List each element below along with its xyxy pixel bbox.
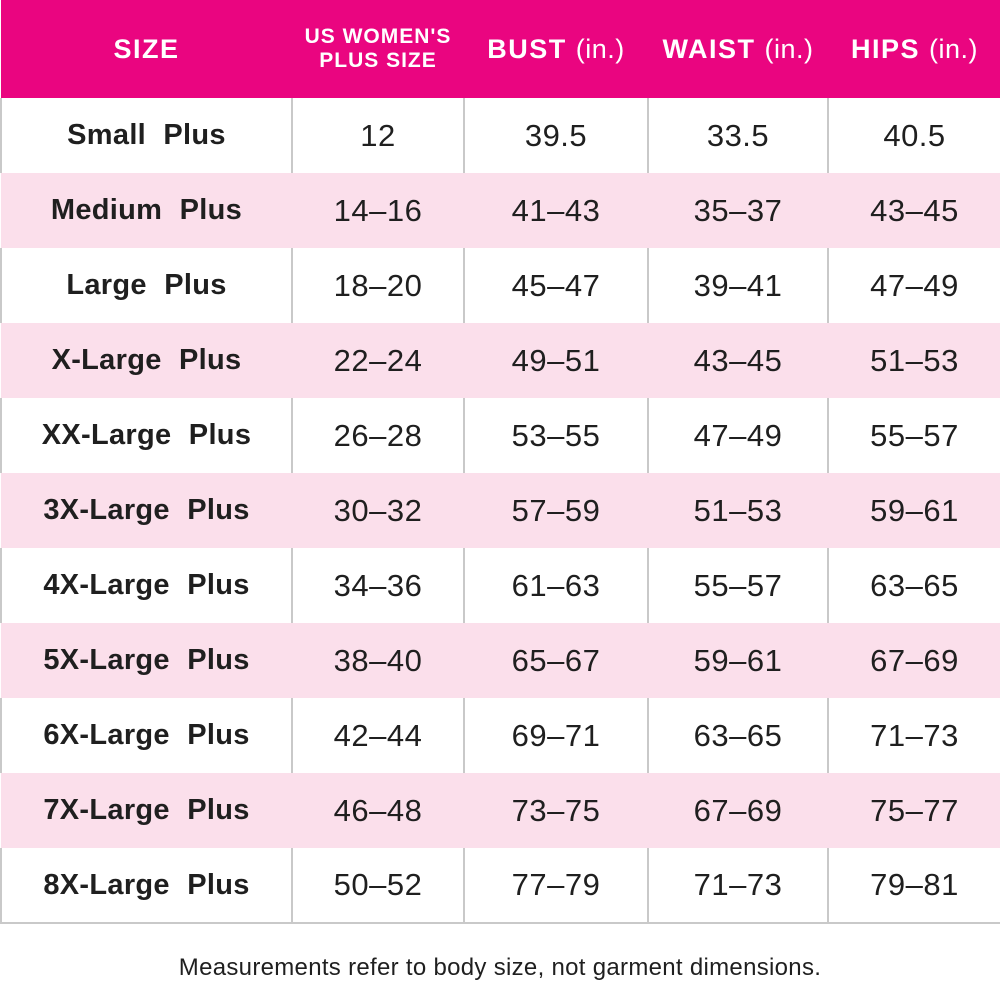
cell-size: X-Large Plus	[1, 323, 292, 398]
cell-hips: 71–73	[827, 698, 1000, 773]
column-header-hips: HIPS (in.)	[828, 0, 1000, 98]
table-row: 5X-Large Plus 38–40 65–67 59–61 67–69	[1, 623, 1000, 698]
cell-hips: 59–61	[828, 473, 1000, 548]
header-row: SIZE US WOMEN'S PLUS SIZE BUST (in.) WAI…	[1, 0, 1000, 98]
cell-hips: 67–69	[828, 623, 1000, 698]
table-row: 3X-Large Plus 30–32 57–59 51–53 59–61	[1, 473, 1000, 548]
table-header: SIZE US WOMEN'S PLUS SIZE BUST (in.) WAI…	[1, 0, 1000, 98]
column-header-waist-unit: (in.)	[764, 33, 814, 64]
cell-plus-size: 46–48	[292, 773, 464, 848]
cell-size: 7X-Large Plus	[1, 773, 292, 848]
column-header-size-label: SIZE	[113, 33, 180, 64]
table-row: Large Plus 18–20 45–47 39–41 47–49	[0, 248, 1000, 323]
cell-waist: 33.5	[647, 98, 829, 173]
column-header-waist-label: WAIST	[662, 33, 756, 64]
cell-bust: 73–75	[464, 773, 648, 848]
cell-plus-size: 30–32	[292, 473, 464, 548]
column-header-plus-size: US WOMEN'S PLUS SIZE	[292, 0, 464, 98]
column-header-bust-unit: (in.)	[575, 33, 625, 64]
cell-plus-size: 50–52	[291, 848, 465, 924]
column-header-hips-label: HIPS	[850, 33, 920, 64]
cell-bust: 77–79	[463, 848, 649, 924]
cell-hips: 40.5	[827, 98, 1000, 173]
cell-size: XX-Large Plus	[0, 398, 293, 473]
cell-plus-size: 18–20	[291, 248, 465, 323]
cell-hips: 75–77	[828, 773, 1000, 848]
cell-waist: 71–73	[647, 848, 829, 924]
cell-hips: 79–81	[827, 848, 1000, 924]
cell-bust: 65–67	[464, 623, 648, 698]
cell-plus-size: 38–40	[292, 623, 464, 698]
column-header-waist: WAIST (in.)	[648, 0, 828, 98]
cell-waist: 67–69	[648, 773, 828, 848]
cell-bust: 57–59	[464, 473, 648, 548]
table-row: XX-Large Plus 26–28 53–55 47–49 55–57	[0, 398, 1000, 473]
cell-size: 8X-Large Plus	[0, 848, 293, 924]
cell-waist: 51–53	[648, 473, 828, 548]
size-chart-table: SIZE US WOMEN'S PLUS SIZE BUST (in.) WAI…	[0, 0, 1000, 924]
table-row: 6X-Large Plus 42–44 69–71 63–65 71–73	[0, 698, 1000, 773]
cell-bust: 61–63	[463, 548, 649, 623]
cell-hips: 43–45	[828, 173, 1000, 248]
cell-bust: 41–43	[464, 173, 648, 248]
cell-waist: 39–41	[647, 248, 829, 323]
cell-plus-size: 34–36	[291, 548, 465, 623]
cell-plus-size: 42–44	[291, 698, 465, 773]
cell-waist: 47–49	[647, 398, 829, 473]
column-header-plus-size-line2: PLUS SIZE	[319, 49, 437, 72]
cell-size: Small Plus	[0, 98, 293, 173]
cell-bust: 39.5	[463, 98, 649, 173]
cell-plus-size: 22–24	[292, 323, 464, 398]
cell-hips: 55–57	[827, 398, 1000, 473]
table-row: Medium Plus 14–16 41–43 35–37 43–45	[1, 173, 1000, 248]
cell-waist: 43–45	[648, 323, 828, 398]
cell-size: 3X-Large Plus	[1, 473, 292, 548]
table-row: 4X-Large Plus 34–36 61–63 55–57 63–65	[0, 548, 1000, 623]
cell-size: 4X-Large Plus	[0, 548, 293, 623]
footnote: Measurements refer to body size, not gar…	[178, 954, 822, 981]
table-row: 7X-Large Plus 46–48 73–75 67–69 75–77	[1, 773, 1000, 848]
cell-plus-size: 26–28	[291, 398, 465, 473]
cell-plus-size: 14–16	[292, 173, 464, 248]
cell-waist: 63–65	[647, 698, 829, 773]
column-header-bust: BUST (in.)	[464, 0, 648, 98]
cell-plus-size: 12	[291, 98, 465, 173]
cell-size: 5X-Large Plus	[1, 623, 292, 698]
table-row: X-Large Plus 22–24 49–51 43–45 51–53	[1, 323, 1000, 398]
cell-size: 6X-Large Plus	[0, 698, 293, 773]
cell-waist: 55–57	[647, 548, 829, 623]
table-row: 8X-Large Plus 50–52 77–79 71–73 79–81	[0, 848, 1000, 924]
column-header-plus-size-line1: US WOMEN'S	[304, 25, 452, 49]
cell-bust: 69–71	[463, 698, 649, 773]
column-header-hips-unit: (in.)	[929, 33, 979, 64]
cell-bust: 45–47	[463, 248, 649, 323]
cell-bust: 49–51	[464, 323, 648, 398]
table-row: Small Plus 12 39.5 33.5 40.5	[0, 98, 1000, 173]
cell-hips: 63–65	[827, 548, 1000, 623]
cell-bust: 53–55	[463, 398, 649, 473]
cell-waist: 35–37	[648, 173, 828, 248]
column-header-bust-label: BUST	[487, 33, 567, 64]
cell-size: Medium Plus	[1, 173, 292, 248]
column-header-size: SIZE	[1, 0, 292, 98]
cell-waist: 59–61	[648, 623, 828, 698]
cell-size: Large Plus	[0, 248, 293, 323]
size-table-body: Small Plus 12 39.5 33.5 40.5 Medium Plus 14–16…	[0, 98, 1000, 924]
cell-hips: 47–49	[827, 248, 1000, 323]
cell-hips: 51–53	[828, 323, 1000, 398]
